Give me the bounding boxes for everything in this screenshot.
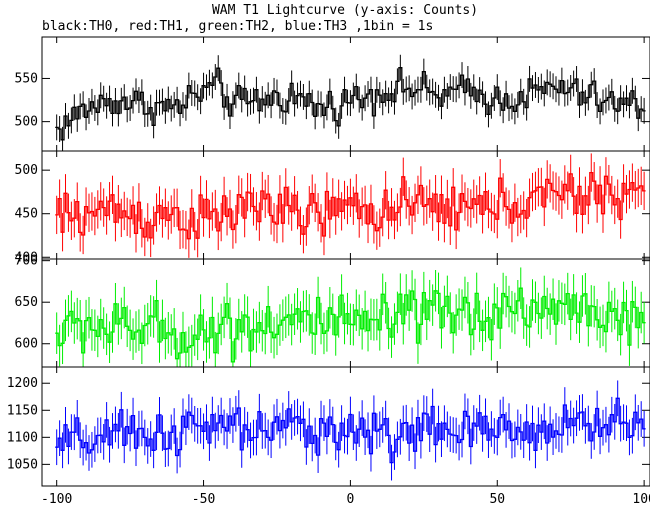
chart-title: WAM T1 Lightcurve (y-axis: Counts) <box>212 3 478 18</box>
panels-group: 500 550 400 450 500 600 650 700 1050 1100 1150 1200 <box>7 36 650 487</box>
y-tick-label: 1150 <box>7 403 38 418</box>
y-tick-label: 650 <box>15 295 38 310</box>
x-tick-label: -50 <box>192 492 215 505</box>
y-tick-label: 450 <box>15 207 38 222</box>
series-th3 <box>55 380 646 481</box>
panel-th0: 500 550 <box>15 36 650 152</box>
x-tick-label: 100 <box>632 492 650 505</box>
y-tick-label: 500 <box>15 163 38 178</box>
y-tick-label: 600 <box>15 337 38 352</box>
x-tick-label: -100 <box>41 492 72 505</box>
series-th1 <box>55 153 646 258</box>
y-tick-label: 1050 <box>7 457 38 472</box>
y-tick-label: 400 <box>15 250 38 265</box>
panel-th1: 400 450 500 <box>15 150 650 265</box>
y-tick-label: 550 <box>15 71 38 86</box>
y-tick-label: 1200 <box>7 376 38 391</box>
y-tick-label: 700 <box>15 254 38 269</box>
series-th2 <box>55 267 646 367</box>
series-th0 <box>55 54 646 151</box>
panel-th3: 1050 1100 1150 1200 <box>7 366 650 487</box>
x-tick-label: 0 <box>346 492 354 505</box>
y-tick-label: 1100 <box>7 430 38 445</box>
y-tick-label: 500 <box>15 115 38 130</box>
x-axis: -100 -50 0 50 100 <box>41 492 650 505</box>
chart-subtitle: black:TH0, red:TH1, green:TH2, blue:TH3 … <box>42 19 433 34</box>
x-tick-label: 50 <box>489 492 505 505</box>
panel-frame <box>41 366 650 487</box>
panel-th2: 600 650 700 <box>15 254 650 368</box>
